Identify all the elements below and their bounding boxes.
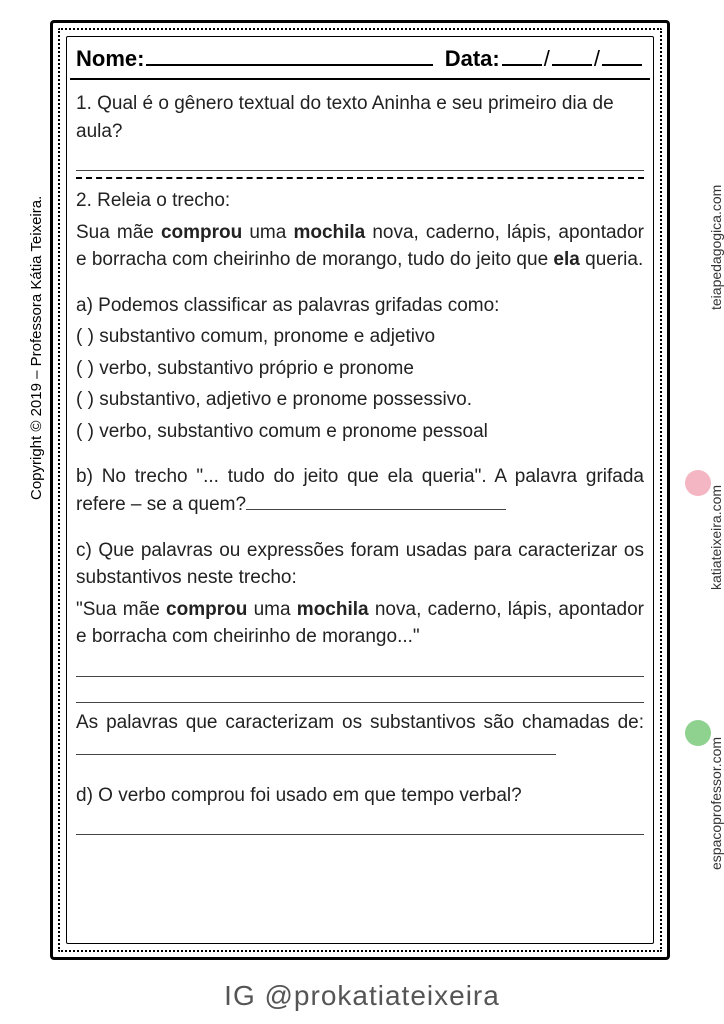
quote-bold-comprou: comprou: [166, 599, 247, 620]
footer-handle: IG @prokatiateixeira: [0, 980, 724, 1012]
passage-text: uma: [242, 222, 293, 243]
question-2-passage: Sua mãe comprou uma mochila nova, cadern…: [76, 219, 644, 274]
section-divider: [76, 177, 644, 179]
question-2c-quote: "Sua mãe comprou uma mochila nova, cader…: [76, 596, 644, 651]
date-slash-1: /: [544, 46, 550, 72]
date-day-blank[interactable]: [502, 44, 542, 66]
option-2[interactable]: ( ) verbo, substantivo próprio e pronome: [76, 355, 644, 383]
q2c-answer-line-2[interactable]: [76, 681, 644, 703]
passage-bold-ela: ela: [553, 249, 579, 270]
option-3[interactable]: ( ) substantivo, adjetivo e pronome poss…: [76, 386, 644, 414]
question-2-intro: 2. Releia o trecho:: [76, 187, 644, 215]
question-2-followup: As palavras que caracterizam os substant…: [76, 709, 644, 764]
q1-answer-line[interactable]: [76, 149, 644, 171]
passage-bold-comprou: comprou: [161, 222, 242, 243]
q2c-answer-line-1[interactable]: [76, 655, 644, 677]
date-slash-2: /: [594, 46, 600, 72]
date-year-blank[interactable]: [602, 44, 642, 66]
passage-text: Sua mãe: [76, 222, 161, 243]
question-1: 1. Qual é o gênero textual do texto Anin…: [76, 90, 644, 145]
nome-label: Nome:: [76, 46, 144, 72]
avatar-icon: [685, 470, 711, 496]
quote-text: "Sua mãe: [76, 599, 166, 620]
quote-text: uma: [247, 599, 296, 620]
data-label: Data:: [445, 46, 500, 72]
copyright-text: Copyright © 2019 – Professora Kátia Teix…: [28, 196, 45, 500]
followup-text: As palavras que caracterizam os substant…: [76, 712, 644, 733]
question-2b: b) No trecho "... tudo do jeito que ela …: [76, 463, 644, 518]
question-2d: d) O verbo comprou foi usado em que temp…: [76, 782, 644, 810]
q2b-answer-line[interactable]: [246, 492, 506, 510]
question-2a-prompt: a) Podemos classificar as palavras grifa…: [76, 292, 644, 320]
worksheet-page: Nome: Data: / / 1. Qual é o gênero textu…: [50, 20, 670, 960]
rail-link-katiateixeira: katiateixeira.com: [708, 485, 724, 590]
passage-bold-mochila: mochila: [293, 222, 365, 243]
option-4[interactable]: ( ) verbo, substantivo comum e pronome p…: [76, 418, 644, 446]
date-month-blank[interactable]: [552, 44, 592, 66]
content-area: 1. Qual é o gênero textual do texto Anin…: [76, 90, 644, 934]
rail-link-espacoprofessor: espacoprofessor.com: [708, 737, 724, 870]
followup-answer-line[interactable]: [76, 737, 556, 755]
q2d-answer-line[interactable]: [76, 813, 644, 835]
option-1[interactable]: ( ) substantivo comum, pronome e adjetiv…: [76, 323, 644, 351]
quote-bold-mochila: mochila: [297, 599, 369, 620]
nome-blank[interactable]: [146, 44, 432, 66]
rail-link-teiapedagogica: teiapedagogica.com: [708, 185, 724, 310]
question-2c: c) Que palavras ou expressões foram usad…: [76, 537, 644, 592]
right-rail: teiapedagogica.com katiateixeira.com esp…: [678, 0, 718, 960]
header-row: Nome: Data: / /: [70, 40, 650, 80]
passage-text: queria.: [580, 249, 643, 270]
logo-icon: [685, 720, 711, 746]
